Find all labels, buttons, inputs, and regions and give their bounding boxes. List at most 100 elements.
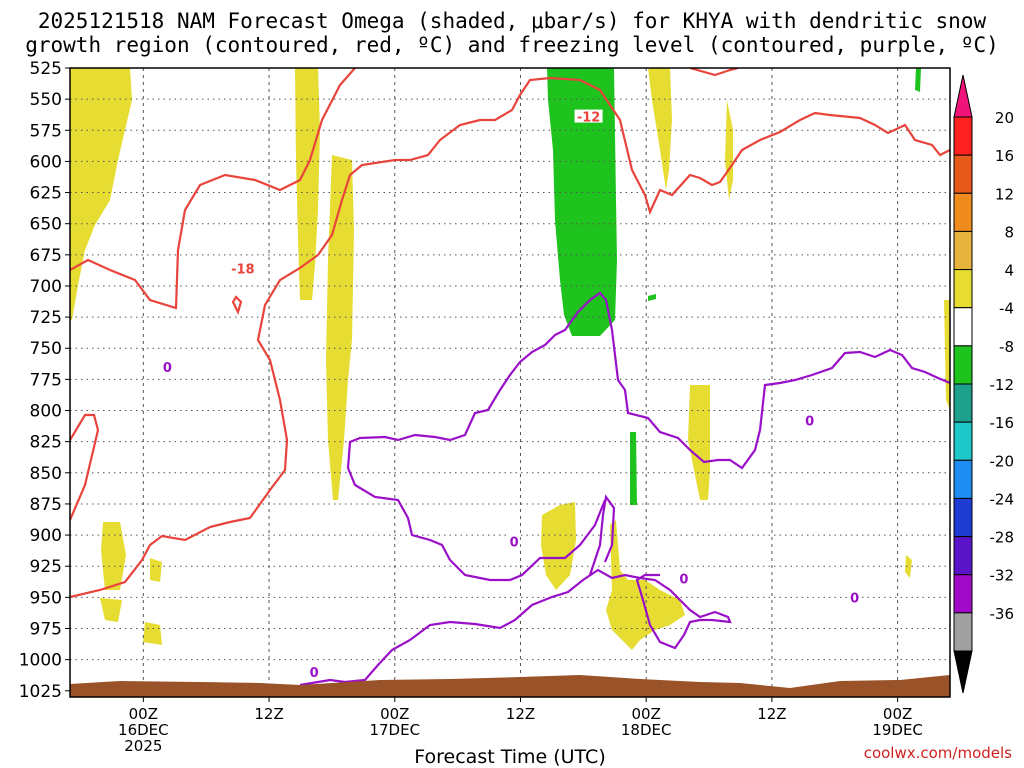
y-tick-label: 550 — [30, 90, 62, 110]
omega-shade-yellow — [905, 555, 912, 578]
colorbar-label: -8 — [999, 338, 1014, 356]
freezing-level-contour-line — [299, 568, 732, 687]
y-axis: 525 550 575 600 625 650 675 700 725 750 775 800 825 8… — [19, 59, 70, 702]
contour-label: 0 — [679, 573, 688, 588]
y-tick-label: 625 — [30, 184, 62, 204]
contour-label-bg — [308, 665, 321, 679]
colorbar-label: 8 — [1004, 223, 1014, 241]
y-tick-label: 925 — [30, 557, 62, 577]
omega-shade-yellow — [295, 68, 320, 300]
colorbar-swatch — [953, 116, 973, 156]
colorbar-label: -28 — [990, 529, 1015, 547]
x-tick-label: 00Z — [883, 705, 912, 723]
omega-shade-yellow — [143, 622, 162, 645]
plot-frame — [69, 67, 951, 698]
colorbar-label: -16 — [990, 414, 1015, 432]
omega-shade-green — [648, 294, 656, 301]
y-tick-label: 750 — [30, 339, 62, 359]
colorbar-swatch — [953, 536, 973, 576]
colorbar-label: -24 — [990, 490, 1015, 508]
colorbar-swatch — [953, 612, 973, 652]
colorbar-swatch — [953, 230, 973, 271]
contour-label-bg — [574, 109, 603, 123]
x-tick-label: 00Z — [632, 705, 661, 723]
omega-shade-green — [630, 432, 637, 505]
contour-label-bg — [803, 413, 816, 427]
x-tick-label: 12Z — [757, 705, 786, 723]
colorbar-swatch — [953, 345, 973, 385]
contour-label: 0 — [805, 414, 814, 429]
x-tick-label: 2025 — [124, 737, 162, 755]
omega-shade-yellow — [606, 520, 685, 650]
dendritic-contour-line — [70, 68, 356, 310]
colorbar: 20 16 12 8 4 -4 -8 -12 -16 -20 -24 -28 -32 -36 — [953, 74, 1015, 694]
colorbar-swatch — [953, 574, 973, 614]
omega-shade-green — [547, 68, 617, 336]
colorbar-label: -32 — [990, 567, 1015, 585]
contour-labels: -12 -18 0 0 0 0 0 0 — [161, 109, 861, 681]
colorbar-swatch — [953, 383, 973, 423]
omega-shade-yellow — [150, 558, 162, 582]
omega-shade-yellow — [648, 68, 672, 190]
y-tick-label: 875 — [30, 495, 62, 515]
contour-label: 0 — [310, 666, 319, 681]
contour-label: -18 — [231, 263, 255, 278]
colorbar-swatch — [953, 192, 973, 232]
contour-label: 0 — [163, 361, 172, 376]
contour-label: 0 — [510, 535, 519, 550]
x-tick-label: 18DEC — [621, 721, 672, 739]
y-tick-label: 525 — [30, 59, 62, 79]
y-tick-label: 900 — [30, 526, 62, 546]
dendritic-contour-line — [70, 76, 950, 599]
y-tick-label: 850 — [30, 464, 62, 484]
x-tick-label: 00Z — [380, 705, 409, 723]
contour-label-bg — [508, 534, 521, 548]
colorbar-label: -36 — [990, 605, 1015, 623]
contour-label-bg — [848, 590, 861, 604]
contour-label-bg — [161, 359, 174, 373]
x-axis-title: Forecast Time (UTC) — [414, 746, 606, 768]
colorbar-swatch — [953, 459, 973, 499]
x-tick-label: 19DEC — [872, 721, 923, 739]
omega-shade-yellow — [541, 502, 576, 590]
y-tick-label: 1025 — [19, 682, 62, 702]
y-tick-label: 975 — [30, 619, 62, 639]
colorbar-label: 20 — [995, 109, 1014, 127]
colorbar-top-arrow — [953, 74, 973, 118]
omega-shade-yellow — [101, 522, 126, 590]
chart-title-line-2: growth region (contoured, red, ºC) and f… — [25, 33, 999, 57]
x-tick-label: 12Z — [254, 705, 283, 723]
y-tick-label: 800 — [30, 402, 62, 422]
contour-label: -12 — [577, 111, 601, 126]
omega-shade-yellow — [944, 300, 950, 410]
colorbar-label: 12 — [995, 185, 1014, 203]
y-tick-label: 1000 — [19, 651, 62, 671]
colorbar-label: -4 — [999, 300, 1014, 318]
colorbar-label: -12 — [990, 376, 1015, 394]
y-tick-label: 725 — [30, 308, 62, 328]
freezing-level-contour-line — [588, 494, 616, 576]
y-tick-label: 775 — [30, 370, 62, 390]
x-tick-label: 17DEC — [369, 721, 420, 739]
grid-lines — [70, 67, 950, 697]
y-tick-label: 700 — [30, 277, 62, 297]
x-tick-label: 12Z — [506, 705, 535, 723]
dendritic-contour-line — [231, 295, 243, 315]
terrain-band — [70, 675, 950, 697]
colorbar-label: 16 — [995, 147, 1014, 165]
omega-shade-yellow — [326, 155, 354, 500]
omega-shade-yellow — [688, 385, 710, 500]
x-tick-label: 00Z — [129, 705, 158, 723]
contour-label-bg — [228, 261, 257, 275]
colorbar-swatch — [953, 421, 973, 461]
chart-title-line-1: 2025121518 NAM Forecast Omega (shaded, μ… — [37, 9, 987, 33]
colorbar-label: -20 — [990, 452, 1015, 470]
y-tick-label: 650 — [30, 215, 62, 235]
colorbar-bottom-arrow — [953, 650, 973, 694]
colorbar-swatch — [953, 307, 973, 347]
y-tick-label: 600 — [30, 152, 62, 172]
contour-label: 0 — [850, 591, 859, 606]
y-tick-label: 575 — [30, 121, 62, 141]
freezing-level-contour-line — [346, 291, 950, 582]
